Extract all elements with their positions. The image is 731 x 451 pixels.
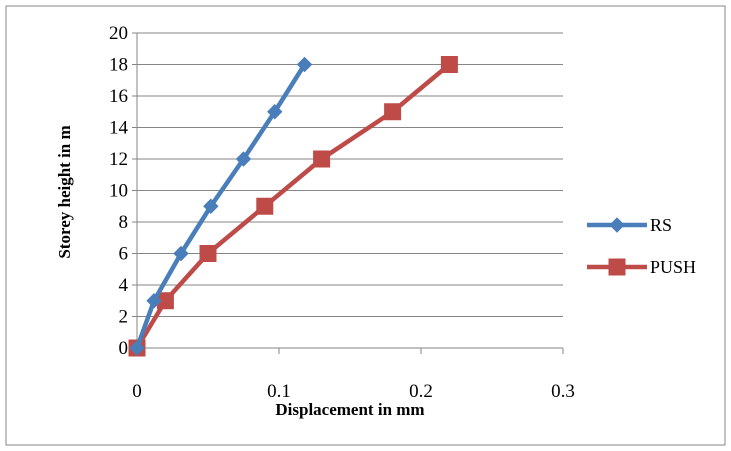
y-tick-label: 12	[109, 149, 128, 170]
data-point-rs	[267, 104, 283, 120]
x-tick-label: 0	[132, 381, 142, 402]
data-point-rs	[173, 245, 189, 262]
y-tick-label: 18	[109, 55, 128, 76]
data-point-rs	[235, 151, 252, 167]
y-tick-label: 2	[119, 307, 129, 328]
y-tick-label: 20	[109, 23, 128, 44]
data-point-rs	[203, 198, 219, 214]
legend-label-push: PUSH	[650, 257, 696, 277]
legend-item-push: PUSH	[587, 257, 696, 277]
x-tick-label: 0.1	[267, 381, 291, 402]
y-tick-label: 0	[119, 338, 129, 359]
legend-marker-rs	[609, 217, 625, 233]
y-tick-label: 14	[109, 118, 129, 139]
x-tick-label: 0.3	[551, 381, 575, 402]
data-point-rs	[146, 293, 162, 309]
x-axis-title: Displacement in mm	[275, 400, 424, 419]
data-point-rs	[296, 56, 313, 73]
y-tick-label: 8	[119, 212, 129, 233]
legend-marker-push	[608, 258, 626, 276]
y-tick-label: 6	[119, 244, 129, 265]
y-axis-title: Storey height in m	[55, 125, 74, 258]
y-tick-label: 10	[109, 181, 128, 202]
series-rs	[129, 56, 313, 356]
data-point-push	[313, 150, 331, 168]
legend: RS PUSH	[587, 215, 696, 277]
data-point-push	[256, 197, 274, 215]
axes: 0 2 4 6 8 10 12 14 16 18 20 0 0.1 0.2 0.3	[109, 23, 575, 402]
data-point-push	[440, 56, 458, 73]
y-tick-label: 16	[109, 86, 128, 107]
series-group	[128, 56, 458, 357]
y-tick-label: 4	[119, 275, 129, 296]
data-point-rs	[129, 340, 145, 356]
legend-item-rs: RS	[587, 215, 672, 235]
gridlines	[137, 32, 563, 317]
data-point-push	[199, 245, 217, 262]
x-tick-label: 0.2	[409, 381, 433, 402]
legend-label-rs: RS	[650, 215, 672, 235]
data-point-push	[384, 103, 402, 121]
